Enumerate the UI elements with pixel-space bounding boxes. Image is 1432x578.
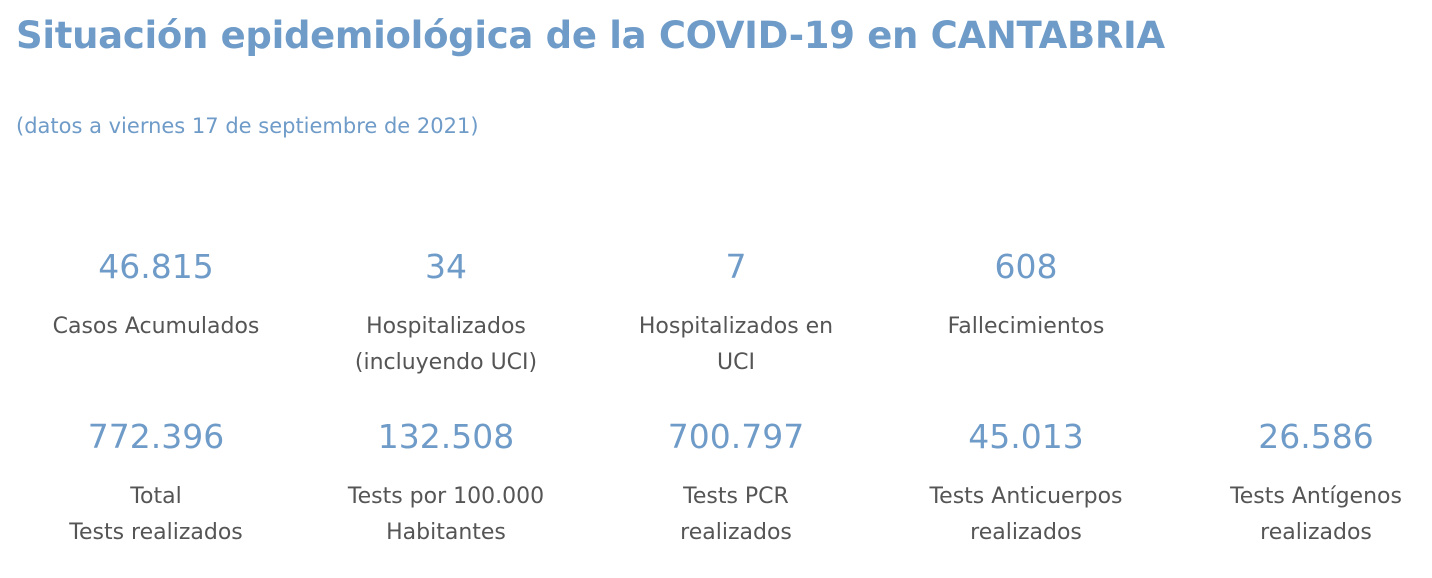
- stat-tests-pcr: 700.797 Tests PCR realizados: [591, 417, 881, 551]
- stat-label: Tests Antígenos realizados: [1171, 479, 1432, 551]
- stat-label: Tests por 100.000 Habitantes: [301, 479, 591, 551]
- stat-label: Total Tests realizados: [11, 479, 301, 551]
- stat-value: 46.815: [98, 247, 214, 286]
- stat-label-line: Tests Anticuerpos: [929, 484, 1123, 509]
- stat-label-line: Total: [130, 484, 182, 509]
- stat-label-line: Hospitalizados en: [638, 314, 834, 339]
- stat-hospitalizados: 34 Hospitalizados (incluyendo UCI): [301, 247, 591, 381]
- stat-label-line: realizados: [1260, 520, 1372, 545]
- stat-label-line: (incluyendo UCI): [354, 350, 538, 375]
- stat-label-line: Habitantes: [386, 520, 506, 545]
- stat-value: 700.797: [667, 417, 805, 456]
- stat-label: Tests Anticuerpos realizados: [881, 479, 1171, 551]
- stat-fallecimientos: 608 Fallecimientos: [881, 247, 1171, 345]
- stat-label: Hospitalizados en UCI: [591, 309, 881, 381]
- stat-value: 45.013: [968, 417, 1084, 456]
- stat-label-line: UCI: [717, 350, 755, 375]
- stat-label: Casos Acumulados: [11, 309, 301, 345]
- stat-casos-acumulados: 46.815 Casos Acumulados: [11, 247, 301, 345]
- stat-tests-anticuerpos: 45.013 Tests Anticuerpos realizados: [881, 417, 1171, 551]
- stat-value: 132.508: [377, 417, 515, 456]
- stat-label-line: realizados: [680, 520, 792, 545]
- stat-label-line: Casos Acumulados: [52, 314, 260, 339]
- page-subtitle: (datos a viernes 17 de septiembre de 202…: [16, 114, 479, 138]
- stat-value: 772.396: [87, 417, 225, 456]
- stat-label-line: Tests PCR: [683, 484, 789, 509]
- stat-value: 7: [725, 247, 747, 286]
- stat-total-tests: 772.396 Total Tests realizados: [11, 417, 301, 551]
- stat-value: 26.586: [1258, 417, 1374, 456]
- stat-label: Hospitalizados (incluyendo UCI): [301, 309, 591, 381]
- stat-value: 608: [994, 247, 1058, 286]
- stat-label-line: Tests Antígenos: [1230, 484, 1402, 509]
- stat-label-line: Tests realizados: [69, 520, 243, 545]
- stat-tests-antigenos: 26.586 Tests Antígenos realizados: [1171, 417, 1432, 551]
- stat-label-line: Hospitalizados: [366, 314, 526, 339]
- stat-label: Tests PCR realizados: [591, 479, 881, 551]
- stat-label-line: realizados: [970, 520, 1082, 545]
- stat-hospitalizados-uci: 7 Hospitalizados en UCI: [591, 247, 881, 381]
- stat-value: 34: [425, 247, 467, 286]
- stat-label-line: Fallecimientos: [947, 314, 1105, 339]
- stat-label-line: Tests por 100.000: [347, 484, 545, 509]
- stat-label: Fallecimientos: [881, 309, 1171, 345]
- stat-tests-por-100000: 132.508 Tests por 100.000 Habitantes: [301, 417, 591, 551]
- page-title: Situación epidemiológica de la COVID-19 …: [16, 14, 1165, 57]
